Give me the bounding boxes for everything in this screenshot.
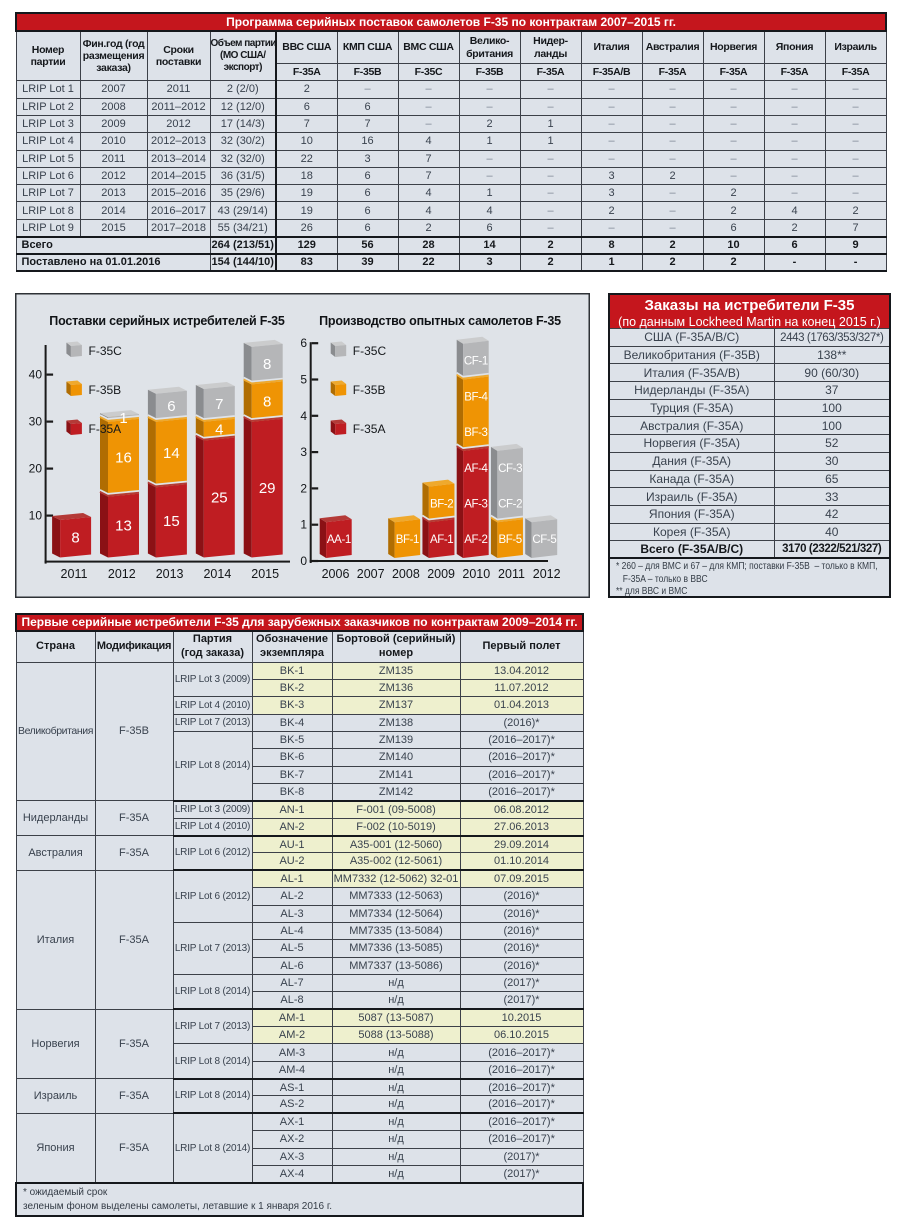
svg-text:13: 13 [115,518,132,535]
svg-text:6: 6 [167,398,175,415]
svg-text:BF-4: BF-4 [464,391,488,403]
svg-text:F-35B: F-35B [353,383,386,397]
svg-text:4: 4 [300,409,307,423]
svg-text:Поставки серийных истребителей: Поставки серийных истребителей F-35 [49,314,285,328]
svg-text:2009: 2009 [427,567,455,581]
svg-text:CF-1: CF-1 [464,356,488,368]
svg-text:2011: 2011 [61,567,88,581]
svg-text:Производство опытных самолетов: Производство опытных самолетов F-35 [319,314,561,328]
svg-text:25: 25 [211,490,228,507]
svg-text:16: 16 [115,450,132,467]
svg-text:8: 8 [71,529,79,546]
svg-text:BF-3: BF-3 [464,427,487,439]
svg-text:CF-5: CF-5 [532,534,556,546]
svg-text:10: 10 [29,509,43,523]
svg-text:2008: 2008 [392,567,420,581]
svg-text:3: 3 [300,445,307,459]
svg-text:2014: 2014 [203,567,231,581]
svg-text:0: 0 [300,554,307,568]
svg-text:BF-5: BF-5 [498,534,521,546]
svg-text:F-35C: F-35C [353,344,387,358]
svg-text:AF-4: AF-4 [464,463,488,475]
svg-text:2010: 2010 [462,567,490,581]
svg-text:1: 1 [300,518,307,532]
svg-text:1: 1 [119,410,127,427]
svg-text:BF-2: BF-2 [430,498,453,510]
svg-text:BF-1: BF-1 [396,534,419,546]
svg-text:8: 8 [263,356,271,373]
svg-text:2013: 2013 [156,567,184,581]
svg-text:40: 40 [29,368,43,382]
svg-text:AF-1: AF-1 [430,534,453,546]
svg-text:CF-2: CF-2 [498,498,522,510]
svg-text:5: 5 [300,373,307,387]
svg-text:15: 15 [163,513,180,530]
svg-text:F-35A: F-35A [89,422,122,436]
svg-text:7: 7 [215,396,223,413]
svg-text:2006: 2006 [322,567,350,581]
svg-text:AF-2: AF-2 [464,534,487,546]
svg-text:2011: 2011 [498,567,525,581]
svg-text:4: 4 [215,422,223,439]
svg-text:20: 20 [29,462,43,476]
svg-text:2015: 2015 [251,567,279,581]
svg-text:14: 14 [163,445,180,462]
svg-text:30: 30 [29,415,43,429]
svg-text:AF-3: AF-3 [464,498,487,510]
svg-text:29: 29 [259,480,276,497]
svg-text:2007: 2007 [357,567,385,581]
svg-text:AA-1: AA-1 [327,534,351,546]
svg-text:2012: 2012 [108,567,136,581]
svg-text:F-35A: F-35A [353,422,386,436]
svg-text:2: 2 [300,481,307,495]
svg-text:8: 8 [263,394,271,411]
svg-text:CF-3: CF-3 [498,463,522,475]
svg-text:F-35B: F-35B [89,383,122,397]
svg-text:2012: 2012 [533,567,561,581]
svg-text:6: 6 [300,336,307,350]
svg-text:F-35C: F-35C [89,344,123,358]
